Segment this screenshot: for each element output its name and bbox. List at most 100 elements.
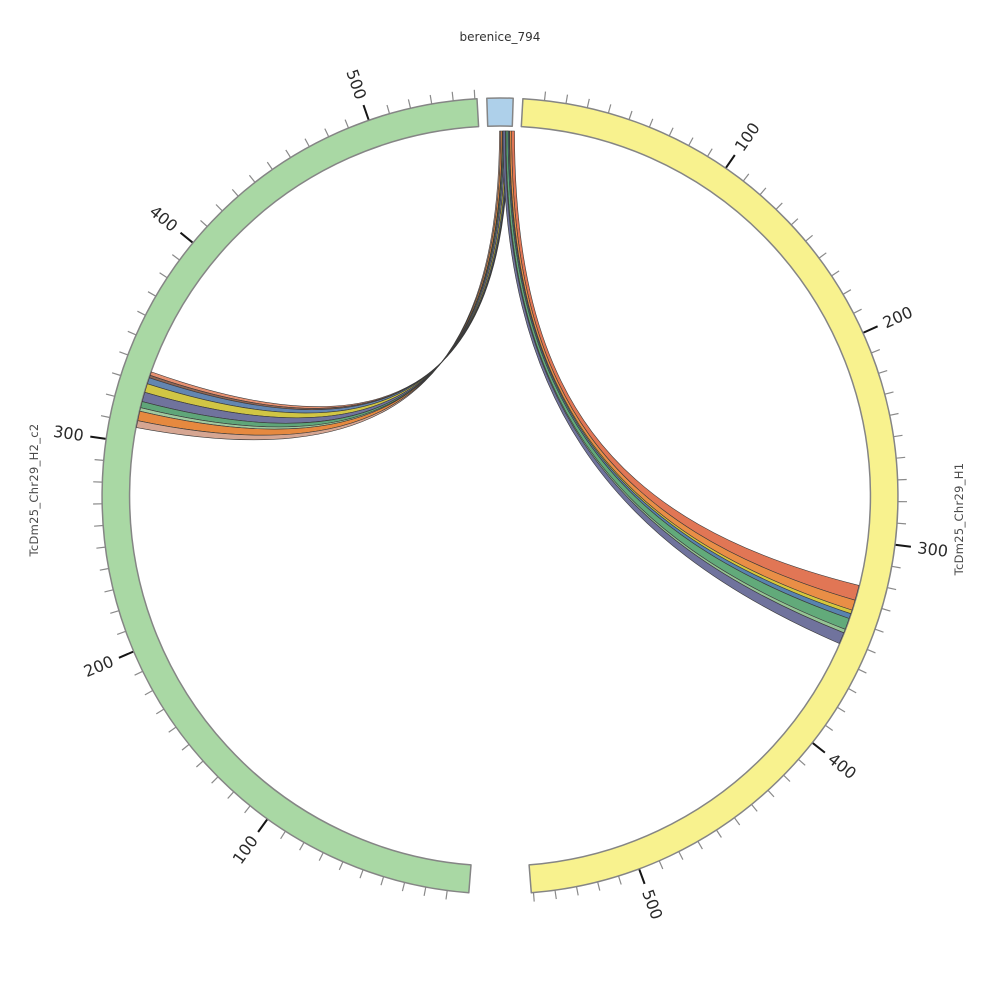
minor-tick-h2 — [100, 415, 110, 419]
minor-tick-h2 — [181, 743, 190, 751]
minor-tick-h2 — [99, 567, 109, 571]
alignment-ribbon-right-7 — [502, 130, 845, 644]
minor-tick-h1 — [597, 881, 601, 891]
major-tick-h2 — [90, 435, 107, 440]
minor-tick-h1 — [668, 127, 674, 137]
minor-tick-h2 — [304, 138, 310, 147]
major-tick-h1 — [894, 543, 912, 548]
minor-tick-h1 — [842, 289, 852, 295]
minor-tick-h2 — [231, 189, 239, 197]
segment-arc-h2 — [101, 97, 480, 894]
minor-tick-h2 — [110, 610, 120, 614]
minor-tick-h1 — [818, 252, 827, 259]
minor-tick-h1 — [866, 648, 876, 654]
minor-tick-h1 — [532, 892, 535, 902]
major-tick-h1 — [862, 325, 879, 334]
chromosome-label-h2: TcDm25_Chr29_H2_c2 — [27, 423, 41, 557]
minor-tick-h2 — [324, 128, 330, 138]
minor-tick-h1 — [742, 173, 750, 182]
tick-label-h2-500: 500 — [342, 67, 370, 102]
minor-tick-h2 — [401, 882, 406, 892]
minor-tick-h2 — [227, 791, 235, 799]
minor-tick-h1 — [831, 270, 840, 277]
segment-arc-h1 — [520, 97, 899, 894]
minor-tick-h2 — [244, 805, 251, 814]
major-tick-h2 — [179, 231, 194, 244]
tick-label-h1-400: 400 — [824, 749, 860, 783]
minor-tick-h1 — [878, 370, 888, 374]
minor-tick-h1 — [648, 118, 654, 128]
major-tick-h1 — [811, 741, 826, 754]
plot-title: berenice_794 — [460, 30, 541, 44]
minor-tick-h2 — [94, 524, 104, 527]
minor-tick-h1 — [658, 860, 664, 870]
minor-tick-h1 — [554, 890, 557, 900]
minor-tick-h1 — [759, 187, 767, 196]
minor-tick-h2 — [285, 149, 292, 158]
minor-tick-h2 — [380, 876, 385, 886]
minor-tick-h2 — [338, 861, 344, 871]
minor-tick-h2 — [119, 351, 129, 356]
tick-label-h1-500: 500 — [638, 887, 666, 922]
minor-tick-h2 — [200, 219, 208, 227]
minor-tick-h2 — [96, 546, 106, 549]
minor-tick-h1 — [881, 607, 891, 612]
minor-tick-h2 — [299, 842, 305, 851]
minor-tick-h1 — [607, 104, 612, 114]
minor-tick-h1 — [565, 94, 569, 104]
minor-tick-h1 — [824, 724, 834, 731]
minor-tick-h1 — [897, 522, 907, 525]
tick-label-h2-400: 400 — [146, 202, 182, 236]
minor-tick-h1 — [706, 148, 713, 157]
minor-tick-h2 — [105, 393, 115, 397]
minor-tick-h2 — [266, 161, 273, 170]
minor-tick-h1 — [798, 758, 806, 766]
tick-label-h1-300: 300 — [916, 538, 949, 561]
minor-tick-h2 — [144, 689, 153, 696]
tick-label-h2-300: 300 — [52, 422, 85, 445]
minor-tick-h1 — [805, 234, 813, 242]
minor-tick-h1 — [891, 565, 901, 569]
minor-tick-h2 — [248, 174, 256, 183]
minor-tick-h2 — [445, 890, 448, 900]
minor-tick-h1 — [783, 774, 791, 782]
minor-tick-h1 — [751, 804, 758, 812]
minor-tick-h1 — [887, 587, 897, 591]
minor-tick-h2 — [423, 886, 427, 897]
major-tick-h1 — [638, 868, 646, 885]
minor-tick-h2 — [134, 670, 143, 676]
minor-tick-h1 — [543, 91, 547, 101]
minor-tick-h2 — [280, 830, 286, 840]
minor-tick-h2 — [137, 310, 146, 316]
minor-tick-h1 — [874, 628, 884, 633]
tick-label-h2-200: 200 — [81, 652, 117, 681]
minor-tick-h1 — [678, 851, 684, 860]
minor-tick-h2 — [318, 852, 324, 861]
minor-tick-h2 — [159, 272, 168, 279]
minor-tick-h2 — [386, 104, 391, 114]
minor-tick-h2 — [451, 91, 454, 101]
minor-tick-h1 — [733, 817, 741, 826]
minor-tick-h2 — [168, 726, 177, 733]
minor-tick-h2 — [155, 708, 165, 715]
minor-tick-h1 — [858, 668, 867, 674]
minor-tick-h1 — [586, 98, 590, 108]
minor-tick-h1 — [715, 829, 722, 838]
minor-tick-h1 — [896, 456, 906, 459]
minor-tick-h1 — [884, 391, 894, 395]
plot-graphics: 100 200 300 400 500 100 200 300 400 500 — [52, 67, 949, 922]
major-tick-h1 — [724, 154, 736, 169]
minor-tick-h2 — [429, 94, 433, 104]
minor-tick-h1 — [688, 137, 694, 146]
chromosome-label-h1: TcDm25_Chr29_H1 — [952, 463, 966, 577]
minor-tick-h1 — [790, 218, 799, 226]
minor-tick-h1 — [575, 886, 579, 896]
minor-tick-h1 — [848, 687, 857, 694]
major-tick-h2 — [118, 650, 134, 659]
minor-tick-h1 — [628, 110, 633, 120]
minor-tick-h2 — [344, 119, 350, 129]
minor-tick-h2 — [94, 459, 104, 461]
tick-label-h1-100: 100 — [731, 119, 764, 155]
major-tick-h2 — [257, 818, 269, 833]
